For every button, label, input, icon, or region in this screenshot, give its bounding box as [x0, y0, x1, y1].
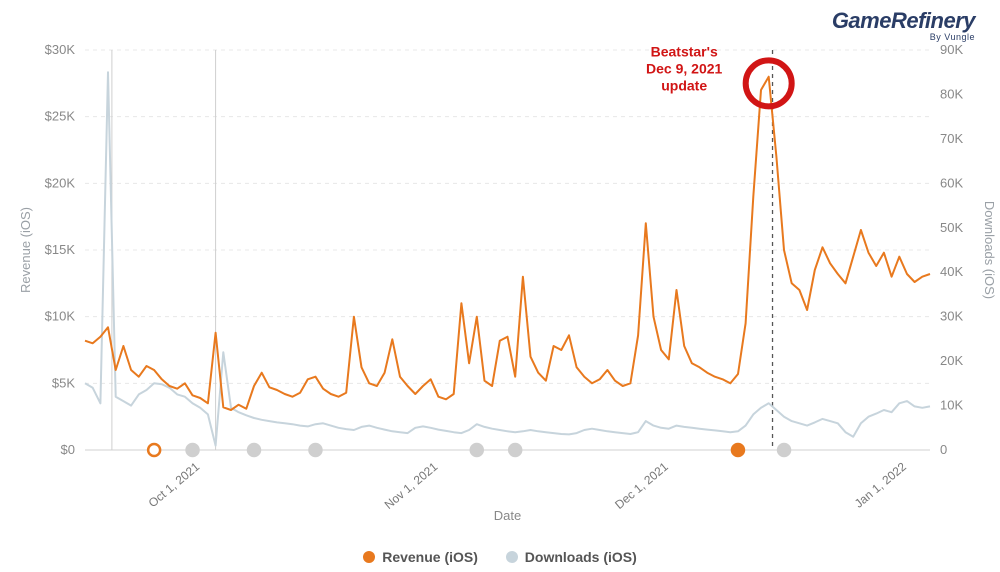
y-right-tick-label: 90K — [940, 42, 963, 57]
chart-svg: $0 $5K $10K $15K $20K $25K $30K 0 10K 20K 30K 40K 50… — [0, 30, 1000, 530]
annotation-text: update — [661, 78, 707, 94]
event-marker-icon[interactable] — [187, 444, 199, 456]
legend-label: Revenue (iOS) — [382, 549, 478, 565]
x-tick-label: Jan 1, 2022 — [852, 459, 909, 510]
x-tick-label: Nov 1, 2021 — [382, 459, 441, 512]
x-tick-label: Dec 1, 2021 — [612, 459, 671, 512]
y-right-tick-label: 40K — [940, 264, 963, 279]
page: GameRefinery By Vungle $0$5K$10K$15K$20K… — [0, 0, 1000, 572]
annotation-text: Dec 9, 2021 — [646, 61, 722, 77]
legend-item-revenue: Revenue (iOS) — [363, 549, 478, 565]
y-left-tick-label: $20K — [45, 175, 76, 190]
event-marker-icon[interactable] — [778, 444, 790, 456]
event-marker-icon[interactable] — [732, 444, 744, 456]
legend-item-downloads: Downloads (iOS) — [506, 549, 637, 565]
y-right-tick-label: 80K — [940, 86, 963, 101]
y-left-tick-label: $30K — [45, 42, 76, 57]
y-right-title: Downloads (iOS) — [982, 201, 997, 299]
x-tick-label: Oct 1, 2021 — [146, 459, 203, 510]
y-right-tick-label: 10K — [940, 398, 963, 413]
y-left-title: Revenue (iOS) — [18, 207, 33, 293]
y-right-tick-label: 60K — [940, 175, 963, 190]
legend: Revenue (iOS) Downloads (iOS) — [0, 549, 1000, 566]
series-line — [85, 77, 930, 410]
y-right-tick-label: 20K — [940, 353, 963, 368]
y-left-tick-label: $0 — [61, 442, 75, 457]
annotation-text: Beatstar's — [651, 44, 718, 60]
series-line — [85, 72, 930, 445]
event-marker-icon[interactable] — [309, 444, 321, 456]
y-right-tick-label: 30K — [940, 309, 963, 324]
event-marker-icon[interactable] — [509, 444, 521, 456]
event-marker-icon[interactable] — [471, 444, 483, 456]
y-right-tick-label: 70K — [940, 131, 963, 146]
event-marker-icon[interactable] — [148, 444, 160, 456]
legend-dot-icon — [363, 551, 375, 563]
y-left-tick-label: $10K — [45, 309, 76, 324]
chart-area: $0 $5K $10K $15K $20K $25K $30K 0 10K 20K 30K 40K 50… — [0, 30, 1000, 530]
y-left-tick-label: $5K — [52, 375, 75, 390]
y-left-tick-label: $25K — [45, 109, 76, 124]
legend-dot-icon — [506, 551, 518, 563]
y-right-tick-label: 50K — [940, 220, 963, 235]
event-marker-icon[interactable] — [248, 444, 260, 456]
y-left-tick-label: $15K — [45, 242, 76, 257]
y-right-tick-label: 0 — [940, 442, 947, 457]
x-axis-title: Date — [494, 508, 521, 523]
legend-label: Downloads (iOS) — [525, 549, 637, 565]
